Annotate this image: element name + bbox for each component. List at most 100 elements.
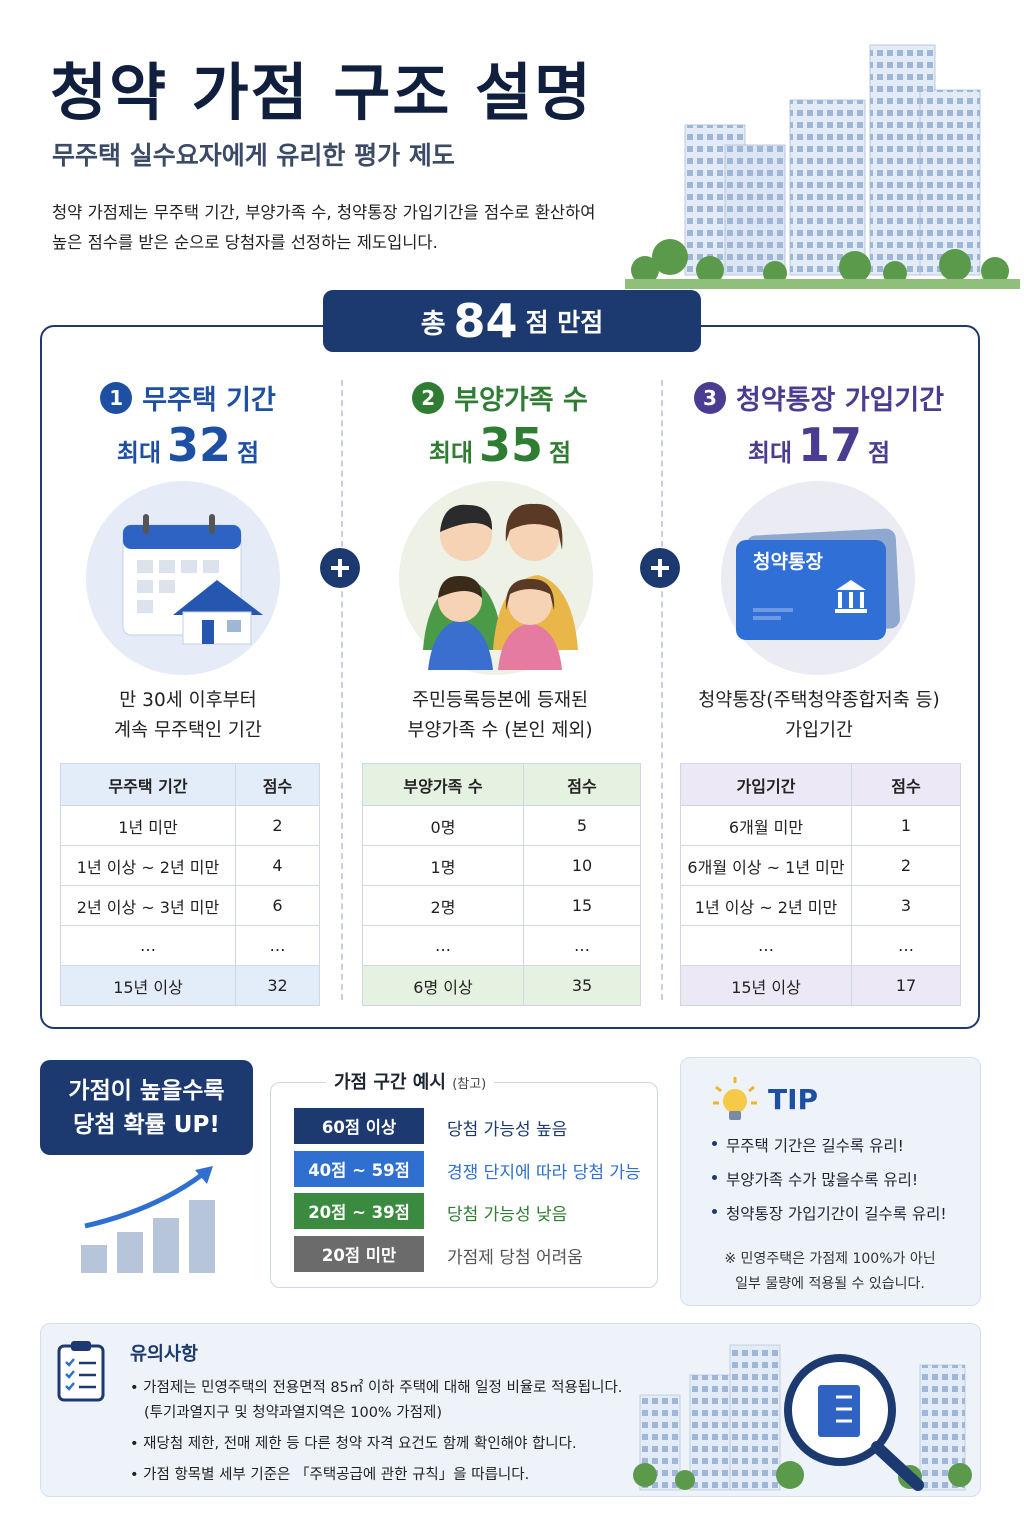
tip-note: 일부 물량에 적용될 수 있습니다.	[735, 1276, 925, 1292]
column-title: 청약통장 가입기간	[735, 385, 945, 416]
tip-bullet	[712, 1209, 717, 1214]
bulb-icon	[713, 1077, 757, 1120]
table-cell: …	[523, 925, 641, 966]
table-row: 15년 이상 32	[60, 965, 320, 1006]
description-line: 주민등록등본에 등재된	[411, 690, 589, 711]
max-suffix: 점	[549, 439, 572, 467]
bankbook-label: 청약통장	[753, 551, 823, 573]
table-cell: 1명	[362, 845, 524, 886]
column-number: 3	[693, 381, 726, 414]
bankbook-icon: 청약통장	[721, 481, 915, 675]
max-prefix: 최대	[747, 439, 793, 467]
table-row: 15년 이상 17	[680, 965, 961, 1006]
family-icon	[399, 481, 593, 675]
table-cell: 4	[235, 845, 320, 886]
column-title: 무주택 기간	[142, 385, 276, 416]
table-cell: …	[680, 925, 852, 966]
table-cell: 5	[523, 805, 641, 846]
table-header: 가입기간 점수	[680, 763, 961, 806]
score-table: 부양가족 수 점수 0명 5 1명 10 2명 15…… 6명 이상 35	[362, 763, 641, 1006]
table-cell: 15	[523, 885, 641, 926]
description-line: 계속 무주택인 기간	[114, 720, 262, 741]
table-cell: 1년 이상 ~ 2년 미만	[60, 845, 236, 886]
table-cell: 0명	[362, 805, 524, 846]
clipboard-icon	[57, 1341, 105, 1402]
table-row: 0명 5	[362, 805, 641, 846]
table-header: 부양가족 수 점수	[362, 763, 641, 806]
column-max: 최대 35 점	[340, 418, 660, 472]
plus-icon	[320, 548, 360, 588]
max-score: 17	[798, 418, 863, 472]
description-line: 청약통장(주택청약종합저축 등)	[698, 690, 940, 711]
table-row: 2명 15	[362, 885, 641, 926]
notice-item: • 가점 항목별 세부 기준은 「주택공급에 관한 규칙」을 따릅니다.	[130, 1467, 530, 1483]
column-max: 최대 17 점	[659, 418, 979, 472]
growth-icon	[81, 1166, 215, 1273]
max-score: 32	[167, 418, 232, 472]
table-row: 6개월 미만 1	[680, 805, 961, 846]
notice-item: • 가점제는 민영주택의 전용면적 85㎡ 이하 주택에 대해 일정 비율로 적…	[130, 1380, 623, 1396]
table-cell: 6명 이상	[362, 965, 524, 1006]
range-label: 60점 이상	[294, 1108, 424, 1144]
table-row: 1년 미만 2	[60, 805, 320, 846]
range-note: (참고)	[452, 1077, 487, 1092]
score-table: 가입기간 점수 6개월 미만 1 6개월 이상 ~ 1년 미만 2 1년 이상 ~ 2년 미…	[680, 763, 961, 1006]
header-cell: 점수	[523, 763, 641, 806]
table-row: ……	[362, 925, 641, 966]
divider	[341, 380, 343, 1000]
table-row: 1년 이상 ~ 2년 미만 3	[680, 885, 961, 926]
notice-item: • 재당첨 제한, 전매 제한 등 다른 청약 자격 요건도 함께 확인해야 합…	[130, 1436, 577, 1452]
column-number: 2	[412, 381, 445, 414]
range-label: 40점 ~ 59점	[294, 1150, 424, 1187]
divider	[661, 380, 663, 1000]
table-cell: 15년 이상	[60, 965, 236, 1006]
description-line: 높은 점수를 받은 순으로 당첨자를 선정하는 제도입니다.	[52, 233, 438, 252]
table-cell: 6개월 이상 ~ 1년 미만	[680, 845, 852, 886]
table-header: 무주택 기간 점수	[60, 763, 320, 806]
range-description: 당첨 가능성 높음	[447, 1120, 568, 1140]
table-cell: 2	[235, 805, 320, 846]
table-cell: 32	[235, 965, 320, 1006]
promo-box: 가점이 높을수록 당첨 확률 UP!	[40, 1060, 253, 1155]
description-line: 청약 가점제는 무주택 기간, 부양가족 수, 청약통장 가입기간을 점수로 환…	[52, 203, 596, 222]
range-title-text: 가점 구간 예시	[334, 1072, 446, 1093]
total-pill: 총 84 점 만점	[323, 290, 701, 352]
total-suffix: 점 만점	[525, 308, 604, 337]
table-cell: 6개월 미만	[680, 805, 852, 846]
table-cell: …	[60, 925, 236, 966]
tip-note: ※ 민영주택은 가점제 100%가 아닌	[724, 1251, 936, 1267]
table-row: 6개월 이상 ~ 1년 미만 2	[680, 845, 961, 886]
table-cell: 35	[523, 965, 641, 1006]
tip-item: 부양가족 수가 많을수록 유리!	[726, 1171, 919, 1189]
tip-bullet	[712, 1175, 717, 1180]
max-prefix: 최대	[116, 439, 162, 467]
promo-line: 가점이 높을수록	[68, 1077, 225, 1104]
table-cell: 10	[523, 845, 641, 886]
promo-line: 당첨 확률 UP!	[73, 1111, 220, 1138]
max-score: 35	[479, 418, 544, 472]
header-cell: 부양가족 수	[362, 763, 524, 806]
column-number: 1	[100, 381, 133, 414]
table-cell: 2	[851, 845, 961, 886]
tip-bullet	[712, 1141, 717, 1146]
table-cell: …	[362, 925, 524, 966]
table-cell: 6	[235, 885, 320, 926]
notice-item: (투기과열지구 및 청약과열지역은 100% 가점제)	[144, 1405, 442, 1421]
header-cell: 점수	[235, 763, 320, 806]
score-table: 무주택 기간 점수 1년 미만 2 1년 이상 ~ 2년 미만 4 2년 이상 ~ 3년 미…	[60, 763, 320, 1006]
description-line: 부양가족 수 (본인 제외)	[407, 720, 593, 741]
table-row: ……	[680, 925, 961, 966]
table-cell: …	[851, 925, 961, 966]
table-row: 1명 10	[362, 845, 641, 886]
range-label: 20점 미만	[294, 1235, 424, 1272]
header-cell: 무주택 기간	[60, 763, 236, 806]
notice-title: 유의사항	[130, 1344, 199, 1365]
tip-item: 청약통장 가입기간이 길수록 유리!	[726, 1205, 947, 1223]
max-prefix: 최대	[428, 439, 474, 467]
table-row: 2년 이상 ~ 3년 미만 6	[60, 885, 320, 926]
range-label: 20점 ~ 39점	[294, 1193, 424, 1229]
column-title: 부양가족 수	[454, 385, 588, 416]
header-cell: 가입기간	[680, 763, 852, 806]
